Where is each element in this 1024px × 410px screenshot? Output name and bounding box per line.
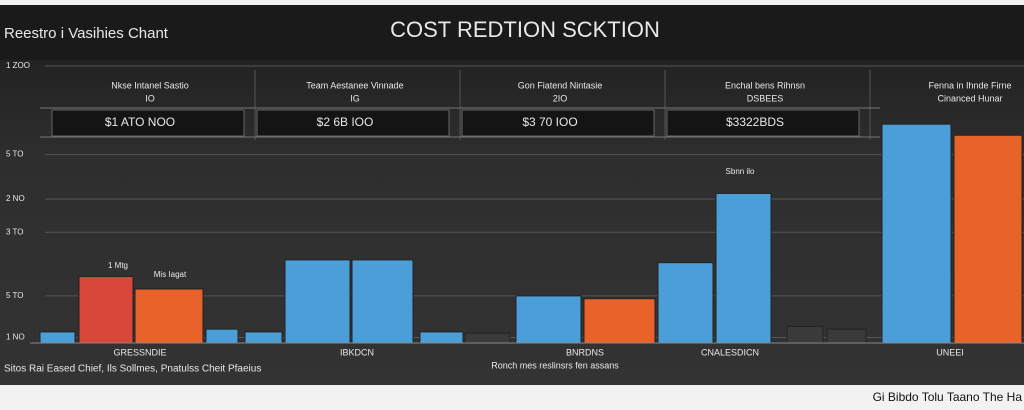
card-box [461,109,655,137]
bar [134,288,204,344]
annotation: 1 Mtg [108,261,128,270]
bar [881,123,952,344]
card-amount: $3322BDS [726,115,784,129]
x-tick-label: CNALESDICN [701,347,759,357]
footnote: Sitos Rai Eased Chief, Ils Sollmes, Pnat… [4,364,261,375]
bar [39,331,76,344]
bar [953,134,1023,344]
credit: Gi Bibdo Tolu Taano The Ha [873,390,1023,404]
bar [464,332,511,344]
card-amount: $1 ATO NOO [105,115,175,129]
bar [715,192,772,344]
card-box [51,109,245,137]
annotation: Mis Iagat [154,270,187,279]
card-sub: IG [350,93,360,103]
bar [351,259,414,344]
y-tick-label: 5 TO [6,291,24,300]
x-tick-label: UNEEI [936,347,964,357]
bar [657,262,714,344]
x-tick-label: GRESSNDIE [113,347,166,357]
card-sub: Cinanced Hunar [937,93,1002,103]
bar [515,295,582,344]
annotation: Sbnn ilo [726,167,755,176]
subtitle: Reestro i Vasihies Chant [4,25,169,42]
chart-title: COST REDTION SCKTION [390,17,660,42]
bar [284,259,351,344]
y-tick-label: 1 NO [6,333,25,342]
card-name: Gon Fiatend Nintasie [518,80,603,90]
y-tick-label: 1 ZOO [6,61,30,70]
header [0,5,1024,60]
y-tick-label: 3 TO [6,227,24,236]
card-amount: $2 6B IOO [317,115,374,129]
bar [244,331,283,344]
card-sub: DSBEES [747,93,784,103]
y-tick-label: 2 NO [6,194,25,203]
card-amount: $3 70 IOO [522,115,577,129]
card-sub: IO [145,93,155,103]
x-tick-label: IBKDCN [340,347,374,357]
card-name: Enchal bens Rihnsn [725,80,805,90]
y-tick-label: 5 TO [6,150,24,159]
bar [78,276,134,344]
card-name: Team Aestanee Vinnade [306,80,403,90]
x-tick-label: BNRDNS [566,347,604,357]
card-name: Fenna in Ihnde Firne [928,80,1011,90]
bar [826,328,867,344]
bar [583,298,656,344]
center-note: Ronch mes reslinsrs fen assans [491,360,619,370]
bar [786,325,824,344]
card-name: Nkse Intanel Sastio [111,80,189,90]
bar [205,328,239,344]
card-box [256,109,450,137]
card-sub: 2IO [553,93,568,103]
bar [419,331,464,344]
card-box [666,109,860,137]
